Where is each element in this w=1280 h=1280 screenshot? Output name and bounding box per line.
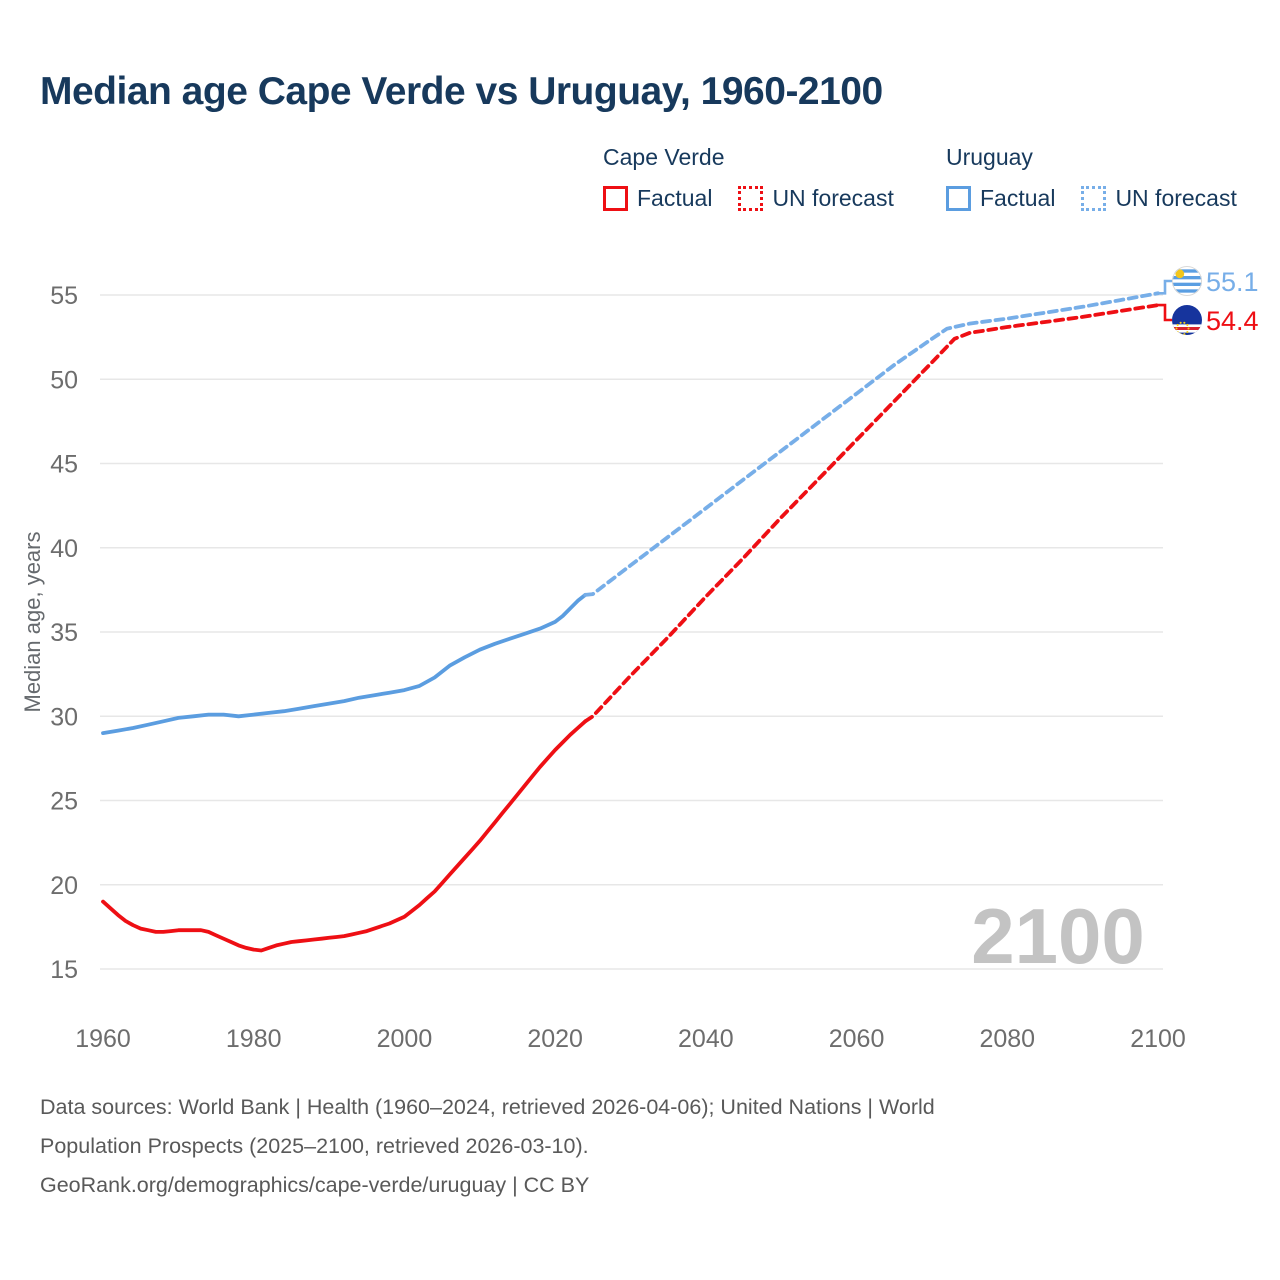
legend-swatch-dotted-blue xyxy=(1081,186,1107,211)
y-tick-label: 35 xyxy=(50,619,78,647)
y-tick-label: 55 xyxy=(50,282,78,310)
footer-sources: Data sources: World Bank | Health (1960–… xyxy=(40,1088,1170,1205)
axis-ticks-layer: 15 20 25 30 35 40 45 50 55 1960 1980 2000 2020 2040 20… xyxy=(50,282,1186,1053)
page-title: Median age Cape Verde vs Uruguay, 1960-2… xyxy=(40,70,883,113)
legend-swatch-dotted-red xyxy=(738,186,764,211)
y-tick-label: 40 xyxy=(50,535,78,563)
x-tick-label: 1980 xyxy=(226,1025,282,1053)
x-tick-label: 2060 xyxy=(829,1025,885,1053)
legend-item-cape-verde-factual: Factual xyxy=(603,185,712,212)
cape-verde-end-value-label: 54.4 xyxy=(1206,306,1259,336)
legend-group-title: Uruguay xyxy=(946,144,1033,170)
y-axis-title: Median age, years xyxy=(20,532,45,713)
x-tick-label: 2020 xyxy=(527,1025,583,1053)
legend-swatch-solid-red xyxy=(603,186,628,211)
cape-verde-flag-icon xyxy=(1172,305,1202,335)
series-line-uruguay-un-forecast xyxy=(583,291,1160,597)
year-watermark: 2100 xyxy=(971,892,1145,980)
series-line-cape-verde-factual xyxy=(101,719,588,953)
footer-line-3: GeoRank.org/demographics/cape-verde/urug… xyxy=(40,1173,590,1197)
legend-row: Factual UN forecast xyxy=(603,185,908,212)
legend-group-cape-verde: Cape Verde Factual UN forecast xyxy=(603,144,908,212)
annotation-layer xyxy=(1158,266,1202,335)
legend-swatch-solid-blue xyxy=(946,186,971,211)
x-tick-label: 2000 xyxy=(377,1025,433,1053)
legend-item-label: UN forecast xyxy=(1115,185,1237,211)
y-tick-label: 25 xyxy=(50,788,78,816)
legend-group-title: Cape Verde xyxy=(603,144,725,170)
x-tick-label: 2100 xyxy=(1130,1025,1186,1053)
series-line-uruguay-factual xyxy=(101,593,588,735)
legend-item-uruguay-forecast: UN forecast xyxy=(1081,185,1237,212)
legend-item-label: Factual xyxy=(637,185,713,211)
uruguay-label-connector xyxy=(1158,279,1172,295)
series-line-cape-verde-un-forecast xyxy=(583,303,1160,724)
x-tick-label: 1960 xyxy=(75,1025,131,1053)
legend-item-label: UN forecast xyxy=(772,185,894,211)
legend-item-cape-verde-forecast: UN forecast xyxy=(738,185,894,212)
footer-line-2: Population Prospects (2025–2100, retriev… xyxy=(40,1134,589,1158)
y-tick-label: 30 xyxy=(50,703,78,731)
legend-item-uruguay-factual: Factual xyxy=(946,185,1055,212)
footer-line-1: Data sources: World Bank | Health (1960–… xyxy=(40,1095,935,1119)
y-tick-label: 20 xyxy=(50,872,78,900)
legend-group-uruguay: Uruguay Factual UN forecast xyxy=(946,144,1251,212)
y-tick-label: 45 xyxy=(50,451,78,479)
x-tick-label: 2080 xyxy=(979,1025,1035,1053)
uruguay-end-value-label: 55.1 xyxy=(1206,267,1259,297)
legend-item-label: Factual xyxy=(980,185,1056,211)
gridlines-layer xyxy=(100,294,1163,970)
y-tick-label: 50 xyxy=(50,366,78,394)
x-tick-label: 2040 xyxy=(678,1025,734,1053)
cape-verde-label-connector xyxy=(1158,303,1172,322)
y-tick-label: 15 xyxy=(50,956,78,984)
legend-row: Factual UN forecast xyxy=(946,185,1251,212)
series-layer xyxy=(101,291,1160,953)
